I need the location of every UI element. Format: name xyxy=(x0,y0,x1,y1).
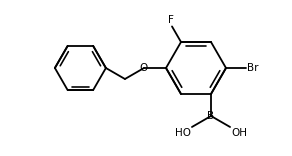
Text: B: B xyxy=(207,111,215,121)
Text: HO: HO xyxy=(175,128,191,138)
Text: Br: Br xyxy=(247,63,258,73)
Text: OH: OH xyxy=(231,128,247,138)
Text: O: O xyxy=(140,63,148,73)
Text: F: F xyxy=(168,15,174,25)
